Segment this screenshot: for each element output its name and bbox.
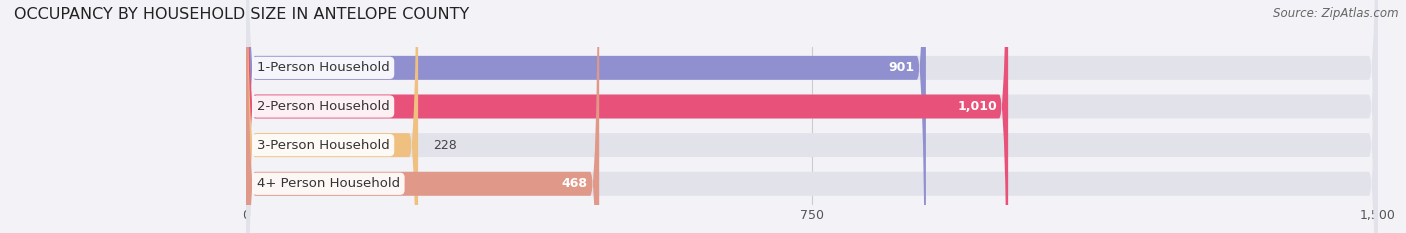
Text: 1,010: 1,010 xyxy=(957,100,997,113)
FancyBboxPatch shape xyxy=(246,0,1378,233)
FancyBboxPatch shape xyxy=(246,0,1378,233)
FancyBboxPatch shape xyxy=(246,0,1008,233)
Text: Source: ZipAtlas.com: Source: ZipAtlas.com xyxy=(1274,7,1399,20)
FancyBboxPatch shape xyxy=(246,0,418,233)
Text: 2-Person Household: 2-Person Household xyxy=(257,100,389,113)
Text: 4+ Person Household: 4+ Person Household xyxy=(257,177,399,190)
Text: OCCUPANCY BY HOUSEHOLD SIZE IN ANTELOPE COUNTY: OCCUPANCY BY HOUSEHOLD SIZE IN ANTELOPE … xyxy=(14,7,470,22)
FancyBboxPatch shape xyxy=(246,0,599,233)
Text: 468: 468 xyxy=(562,177,588,190)
Text: 228: 228 xyxy=(433,139,457,152)
Text: 1-Person Household: 1-Person Household xyxy=(257,61,389,74)
Text: 3-Person Household: 3-Person Household xyxy=(257,139,389,152)
Text: 901: 901 xyxy=(889,61,914,74)
FancyBboxPatch shape xyxy=(246,0,927,233)
FancyBboxPatch shape xyxy=(246,0,1378,233)
FancyBboxPatch shape xyxy=(246,0,1378,233)
